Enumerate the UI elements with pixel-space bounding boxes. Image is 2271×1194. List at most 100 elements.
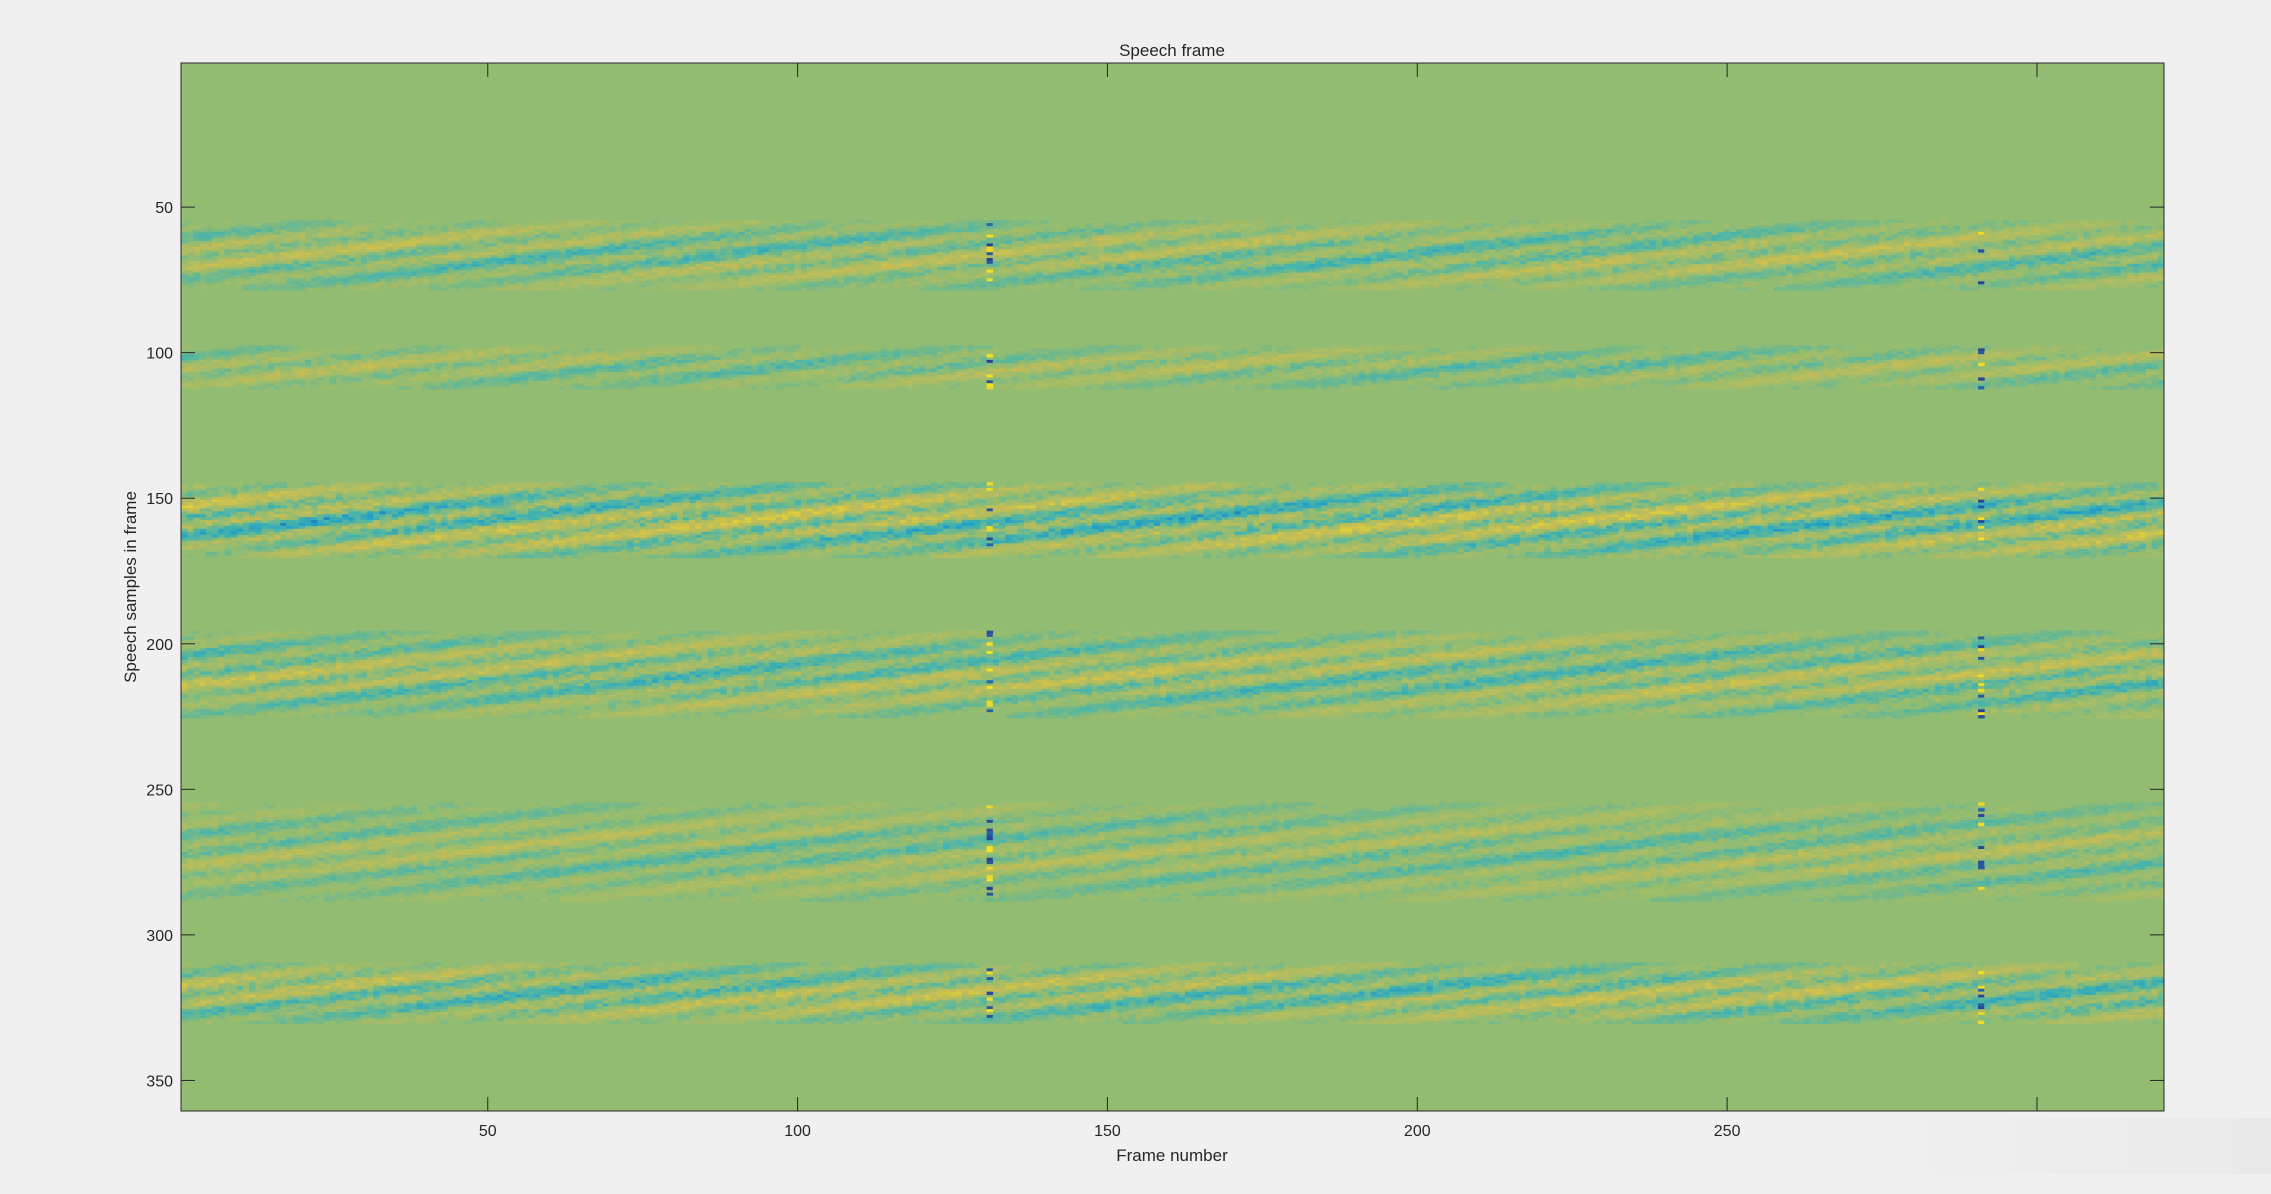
heatmap-cell xyxy=(1909,269,1917,273)
heatmap-cell xyxy=(1922,234,1929,239)
heatmap-cell xyxy=(1060,237,1068,241)
heatmap-cell xyxy=(744,231,752,236)
heatmap-cell xyxy=(323,252,331,256)
heatmap-cell xyxy=(1866,260,1874,265)
heatmap-cell xyxy=(1129,263,1136,268)
heatmap-cell xyxy=(1550,249,1558,253)
heatmap-cell xyxy=(1878,255,1886,259)
heatmap-cell xyxy=(955,263,963,268)
heatmap-cell xyxy=(1222,278,1229,282)
heatmap-cell xyxy=(273,243,281,247)
heatmap-cell xyxy=(782,234,789,239)
heatmap-cell xyxy=(1321,258,1328,262)
heatmap-cell xyxy=(534,249,541,253)
heatmap-cell xyxy=(893,237,901,241)
heatmap-cell xyxy=(1315,263,1322,268)
heatmap-cell xyxy=(806,226,814,230)
heatmap-cell xyxy=(1903,275,1911,279)
heatmap-cell xyxy=(1531,237,1539,241)
heatmap-cell xyxy=(2077,255,2084,259)
heatmap-cell xyxy=(565,249,572,253)
heatmap-cell xyxy=(961,272,969,276)
heatmap-cell xyxy=(534,234,541,239)
heatmap-cell xyxy=(726,252,733,256)
heatmap-cell xyxy=(1494,258,1502,262)
heatmap-cell xyxy=(1234,258,1242,262)
heatmap-cell xyxy=(720,258,727,262)
heatmap-cell xyxy=(1742,243,1750,247)
heatmap-cell xyxy=(1073,240,1080,244)
heatmap-cell xyxy=(373,260,380,265)
heatmap-cell xyxy=(1172,231,1180,236)
heatmap-cell xyxy=(707,226,715,230)
heatmap-cell xyxy=(912,258,919,262)
heatmap-cell xyxy=(509,266,517,271)
heatmap-cell xyxy=(1860,231,1867,236)
heatmap-cell xyxy=(658,228,665,233)
heatmap-cell xyxy=(726,220,733,224)
heatmap-cell xyxy=(1631,266,1638,271)
heatmap-cell xyxy=(732,249,740,253)
heatmap-cell xyxy=(2095,258,2103,262)
heatmap-cell xyxy=(280,243,287,247)
heatmap-cell xyxy=(1482,243,1489,247)
heatmap-cell xyxy=(1724,228,1731,233)
heatmap-cell xyxy=(1426,237,1434,241)
heatmap-cell xyxy=(242,258,250,262)
heatmap-cell xyxy=(2133,258,2140,262)
heatmap-cell xyxy=(435,237,442,241)
heatmap-cell xyxy=(1717,243,1725,247)
heatmap-cell xyxy=(899,220,907,224)
heatmap-cell xyxy=(1364,237,1372,241)
heatmap-cell xyxy=(875,249,882,253)
heatmap-cell xyxy=(645,266,653,271)
heatmap-cell xyxy=(447,269,455,273)
heatmap-cell xyxy=(1203,228,1211,233)
heatmap-cell xyxy=(899,234,907,239)
heatmap-cell xyxy=(1017,249,1025,253)
heatmap-cell xyxy=(2009,243,2016,247)
heatmap-cell xyxy=(930,278,938,282)
heatmap-cell xyxy=(391,246,399,250)
heatmap-cell xyxy=(620,258,628,262)
heatmap-cell xyxy=(1215,231,1223,236)
heatmap-cell xyxy=(497,263,504,268)
heatmap-cell xyxy=(1717,234,1725,239)
heatmap-cell xyxy=(602,278,609,282)
heatmap-cell xyxy=(1878,243,1886,247)
heatmap-cell xyxy=(354,237,362,241)
heatmap-cell xyxy=(534,220,541,224)
heatmap-cell xyxy=(806,275,814,279)
heatmap-cell xyxy=(992,240,1000,244)
heatmap-cell xyxy=(819,260,826,265)
heatmap-cell xyxy=(1593,263,1601,268)
heatmap-cell xyxy=(236,275,244,279)
heatmap-cell xyxy=(1346,278,1353,282)
heatmap-cell xyxy=(249,237,256,241)
heatmap-cell xyxy=(1674,266,1682,271)
heatmap-cell xyxy=(1141,223,1149,227)
heatmap-cell xyxy=(1407,272,1415,276)
heatmap-cell xyxy=(416,272,424,276)
heatmap-cell xyxy=(1197,275,1204,279)
heatmap-cell xyxy=(1042,237,1049,241)
heatmap-cell xyxy=(596,246,603,250)
heatmap-cell xyxy=(1519,258,1527,262)
heatmap-cell xyxy=(844,266,851,271)
heatmap-cell xyxy=(682,260,690,265)
heatmap-cell xyxy=(1153,223,1161,227)
heatmap-cell xyxy=(286,234,293,239)
heatmap-cell xyxy=(2002,246,2010,250)
heatmap-cell xyxy=(1048,234,1056,239)
heatmap-cell xyxy=(1110,255,1118,259)
heatmap-cell xyxy=(1054,275,1062,279)
heatmap-cell xyxy=(1184,237,1192,241)
heatmap-cell xyxy=(286,249,293,253)
heatmap-cell xyxy=(323,263,331,268)
heatmap-cell xyxy=(930,249,938,253)
heatmap-cell xyxy=(1550,234,1558,239)
heatmap-cell xyxy=(1755,226,1762,230)
heatmap-cell xyxy=(1519,255,1527,259)
heatmap-cell xyxy=(899,231,907,236)
heatmap-cell xyxy=(620,220,628,224)
